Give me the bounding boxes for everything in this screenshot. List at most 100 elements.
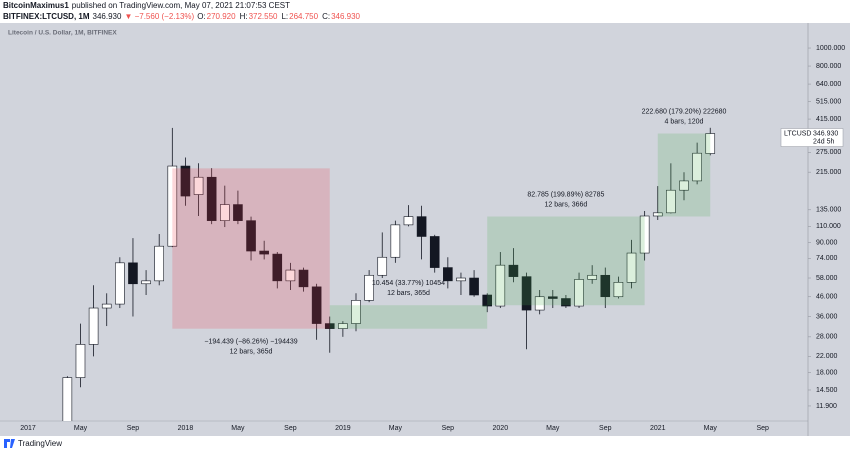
candle-body: [311, 286, 322, 324]
ohlc-value: 346.930: [331, 12, 360, 21]
candle-body: [167, 165, 178, 247]
x-tick-label: 2018: [178, 425, 194, 432]
candle-body: [600, 274, 611, 298]
measure-label: 12 bars, 366d: [545, 201, 588, 208]
candle-body: [561, 298, 571, 307]
candle-body: [443, 267, 453, 282]
ohlc-label: C:: [322, 12, 331, 21]
x-tick-label: Sep: [442, 425, 455, 432]
candle-body: [390, 224, 401, 258]
price-label-box: [780, 128, 844, 147]
measure-label: −194.439 (−86.26%) −194439: [204, 339, 297, 346]
candle-body: [482, 294, 493, 307]
ohlc-label: O:: [197, 12, 206, 21]
candle-body: [639, 215, 650, 254]
candle-body: [206, 176, 217, 221]
candle-body: [547, 296, 558, 299]
candle-body: [666, 189, 676, 214]
candle-body: [534, 296, 545, 311]
y-tick-label: 46.000: [816, 294, 838, 301]
x-tick-label: 2021: [650, 425, 666, 432]
measure-label: 4 bars, 120d: [665, 118, 704, 125]
candle-body: [377, 256, 388, 276]
ohlc-value: 372.550: [248, 12, 278, 21]
y-tick-label: 415.000: [816, 116, 841, 123]
price-label-symbol: LTCUSD: [784, 130, 811, 137]
y-tick-label: 74.000: [816, 255, 838, 262]
x-tick-label: 2017: [20, 425, 36, 432]
candle-body: [495, 264, 506, 307]
logo-icon: [4, 439, 15, 448]
measure-box: [172, 168, 330, 329]
x-tick-label: May: [231, 425, 245, 432]
x-tick-label: Sep: [284, 425, 297, 432]
x-tick-label: May: [546, 425, 560, 432]
price-label-countdown: 24d 5h: [813, 138, 835, 145]
measure-label: 82.785 (199.89%) 82785: [527, 191, 604, 198]
candle-body: [652, 212, 663, 217]
candle-body: [626, 252, 637, 283]
y-tick-label: 18.000: [816, 369, 838, 376]
candle-body: [469, 277, 479, 296]
candle-body: [587, 274, 597, 280]
candle-body: [429, 236, 440, 268]
author: BitcoinMaximus1: [3, 1, 69, 10]
y-tick-label: 640.000: [816, 81, 841, 88]
x-tick-label: 2019: [335, 425, 351, 432]
candle-body: [324, 323, 335, 329]
chart-title: Litecoin / U.S. Dollar, 1M, BITFINEX: [8, 30, 117, 37]
y-tick-label: 58.000: [816, 275, 838, 282]
candle-body: [141, 280, 151, 285]
y-tick-label: 36.000: [816, 313, 838, 320]
ohlc-value: 264.750: [289, 12, 319, 21]
candle-body: [416, 216, 427, 237]
x-tick-label: Sep: [127, 425, 140, 432]
price: 346.930: [92, 12, 122, 21]
candle-body: [154, 245, 164, 282]
candle-body: [679, 180, 689, 191]
candle-body: [705, 133, 716, 154]
measure-box: [487, 216, 645, 306]
y-tick-label: 110.000: [816, 223, 841, 230]
candle-body: [220, 204, 230, 221]
candle-body: [338, 323, 348, 329]
candle-body: [101, 303, 112, 309]
candle-body: [246, 220, 256, 252]
candle-body: [298, 269, 309, 288]
y-tick-label: 28.000: [816, 334, 838, 341]
candle-body: [62, 377, 73, 421]
published: published on TradingView.com, May 07, 20…: [71, 1, 291, 10]
header-line-1: BitcoinMaximus1 published on TradingView.…: [3, 0, 364, 11]
candle-body: [180, 165, 191, 197]
x-tick-label: Sep: [599, 425, 612, 432]
candle-body: [613, 282, 624, 298]
ohlc-label: L:: [281, 12, 289, 21]
candle-body: [403, 216, 414, 226]
symbol: BITFINEX:LTCUSD, 1M: [3, 12, 90, 21]
x-tick-label: May: [704, 425, 718, 432]
candle-body: [351, 300, 361, 324]
y-tick-label: 11.900: [816, 403, 837, 410]
change: ▼ −7.560 (−2.13%): [124, 12, 195, 21]
y-tick-label: 14.500: [816, 387, 838, 394]
price-label-value: 346.930: [813, 130, 838, 137]
header: BitcoinMaximus1 published on TradingView.…: [3, 0, 364, 22]
candle-body: [456, 277, 466, 282]
y-tick-label: 135.000: [816, 207, 841, 214]
y-tick-label: 90.000: [816, 239, 838, 246]
measure-box: [657, 133, 711, 217]
measure-label: 222.680 (179.20%) 222680: [642, 108, 727, 115]
x-tick-label: May: [74, 425, 88, 432]
candle-body: [692, 152, 702, 182]
candle-body: [75, 344, 86, 378]
candle-body: [285, 269, 296, 282]
footer-brand: TradingView: [18, 439, 62, 448]
ohlc-label: H:: [239, 12, 248, 21]
y-tick-label: 22.000: [816, 353, 838, 360]
measure-label: 10.454 (33.77%) 10454: [372, 280, 445, 287]
measure-label: 12 bars, 365d: [230, 349, 273, 356]
header-line-2: BITFINEX:LTCUSD, 1M 346.930 ▼ −7.560 (−2.1…: [3, 11, 364, 22]
measure-box: [329, 305, 488, 329]
candle-body: [364, 274, 374, 301]
